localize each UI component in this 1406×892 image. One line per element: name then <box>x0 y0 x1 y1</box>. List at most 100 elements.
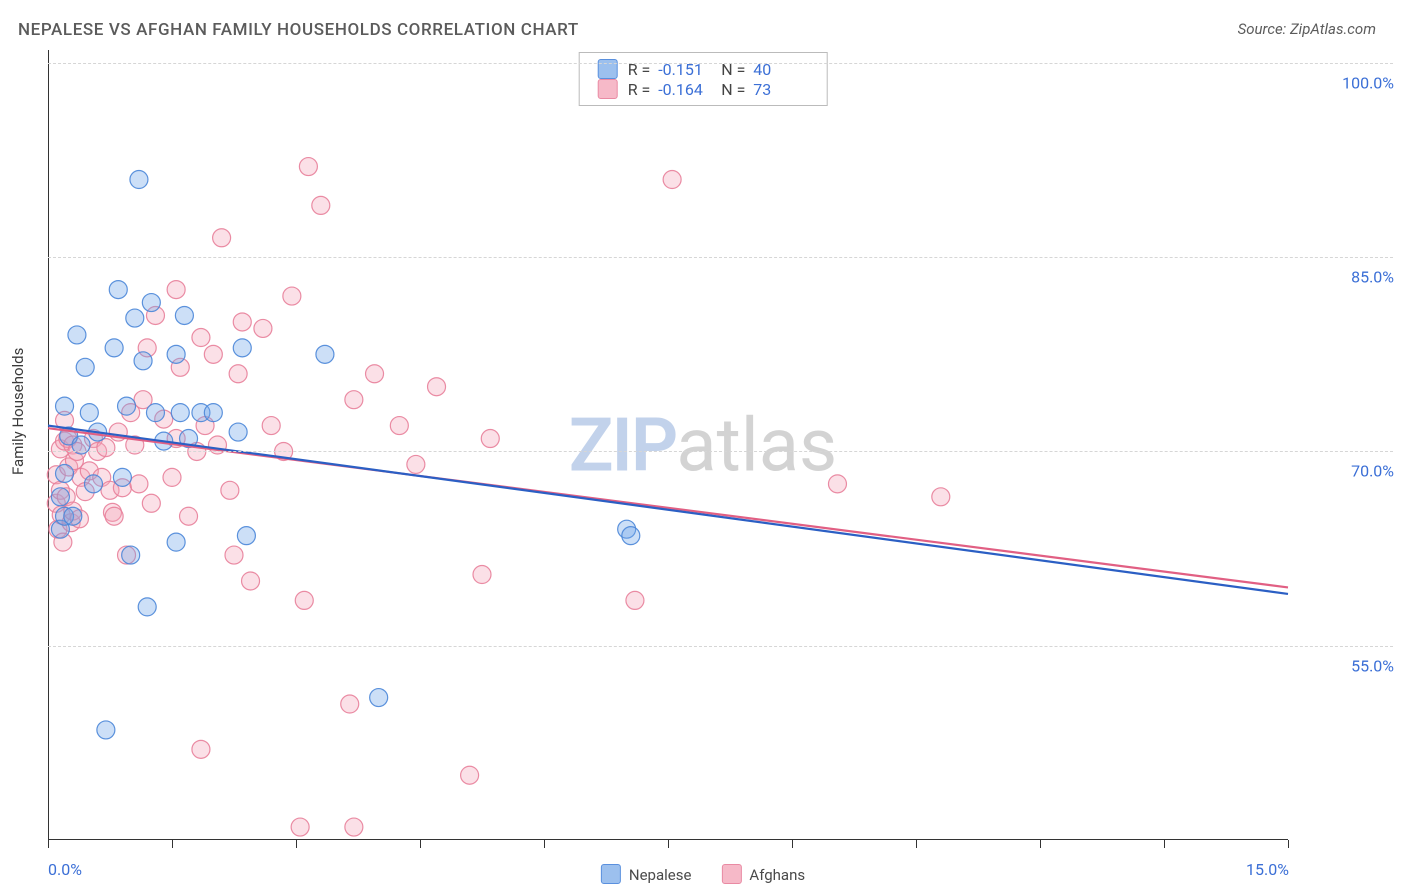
gridline <box>48 63 1393 64</box>
gridline <box>48 451 1393 452</box>
gridline <box>48 257 1393 258</box>
data-point <box>461 766 479 784</box>
data-point <box>225 546 243 564</box>
y-tick-label: 100.0% <box>1342 73 1394 92</box>
data-point <box>56 464 74 482</box>
x-tick-label: 15.0% <box>1246 860 1289 879</box>
data-point <box>428 378 446 396</box>
data-point <box>828 475 846 493</box>
data-point <box>68 326 86 344</box>
data-point <box>312 196 330 214</box>
data-point <box>221 481 239 499</box>
legend-item: Afghans <box>721 864 805 884</box>
data-point <box>204 404 222 422</box>
data-point <box>171 404 189 422</box>
data-point <box>481 430 499 448</box>
data-point <box>76 358 94 376</box>
x-tick <box>1288 840 1289 848</box>
data-point <box>932 488 950 506</box>
data-point <box>316 345 334 363</box>
data-point <box>370 689 388 707</box>
x-tick <box>296 840 297 848</box>
data-point <box>473 566 491 584</box>
data-point <box>126 309 144 327</box>
data-point <box>262 417 280 435</box>
x-tick <box>1040 840 1041 848</box>
legend-swatch <box>721 864 741 884</box>
data-point <box>341 695 359 713</box>
data-point <box>345 391 363 409</box>
data-point <box>134 352 152 370</box>
data-point <box>64 507 82 525</box>
data-point <box>80 404 98 422</box>
x-tick <box>544 840 545 848</box>
y-tick-label: 55.0% <box>1351 656 1394 675</box>
y-tick-label: 85.0% <box>1351 268 1394 287</box>
data-point <box>626 591 644 609</box>
data-point <box>192 329 210 347</box>
correlation-chart: NEPALESE VS AFGHAN FAMILY HOUSEHOLDS COR… <box>0 0 1406 892</box>
data-point <box>138 598 156 616</box>
data-point <box>283 287 301 305</box>
data-point <box>167 345 185 363</box>
data-point <box>180 507 198 525</box>
x-tick <box>668 840 669 848</box>
data-point <box>622 527 640 545</box>
data-point <box>97 721 115 739</box>
stats-text: R = -0.164 N = 73 <box>628 80 809 99</box>
data-point <box>204 345 222 363</box>
data-point <box>229 423 247 441</box>
stats-swatch <box>598 79 618 99</box>
data-point <box>390 417 408 435</box>
data-point <box>242 572 260 590</box>
data-point <box>167 281 185 299</box>
data-point <box>130 171 148 189</box>
data-point <box>175 306 193 324</box>
legend-label: Afghans <box>749 866 805 884</box>
data-point <box>113 468 131 486</box>
data-point <box>229 365 247 383</box>
chart-title: NEPALESE VS AFGHAN FAMILY HOUSEHOLDS COR… <box>18 20 579 40</box>
x-tick <box>1164 840 1165 848</box>
data-point <box>130 475 148 493</box>
stats-legend-box: R = -0.151 N = 40 R = -0.164 N = 73 <box>579 52 828 106</box>
data-point <box>118 397 136 415</box>
x-tick <box>792 840 793 848</box>
bottom-legend: Nepalese Afghans <box>601 864 805 884</box>
data-point <box>299 158 317 176</box>
data-point <box>105 507 123 525</box>
data-point <box>295 591 313 609</box>
data-point <box>56 397 74 415</box>
plot-svg <box>48 50 1288 840</box>
legend-item: Nepalese <box>601 864 692 884</box>
data-point <box>237 527 255 545</box>
data-point <box>192 740 210 758</box>
data-point <box>254 319 272 337</box>
stats-row: R = -0.164 N = 73 <box>598 79 809 99</box>
y-tick-label: 70.0% <box>1351 462 1394 481</box>
data-point <box>109 281 127 299</box>
data-point <box>213 229 231 247</box>
data-point <box>407 455 425 473</box>
legend-swatch <box>601 864 621 884</box>
x-tick <box>48 840 49 848</box>
legend-label: Nepalese <box>629 866 692 884</box>
source-label: Source: ZipAtlas.com <box>1238 20 1376 38</box>
data-point <box>142 294 160 312</box>
x-tick <box>172 840 173 848</box>
gridline <box>48 646 1393 647</box>
data-point <box>233 339 251 357</box>
data-point <box>105 339 123 357</box>
data-point <box>291 818 309 836</box>
y-axis-label: Family Households <box>9 348 27 475</box>
data-point <box>366 365 384 383</box>
data-point <box>146 404 164 422</box>
data-point <box>142 494 160 512</box>
data-point <box>233 313 251 331</box>
data-point <box>163 468 181 486</box>
data-point <box>122 546 140 564</box>
x-tick <box>916 840 917 848</box>
data-point <box>84 475 102 493</box>
data-point <box>663 171 681 189</box>
x-tick <box>420 840 421 848</box>
